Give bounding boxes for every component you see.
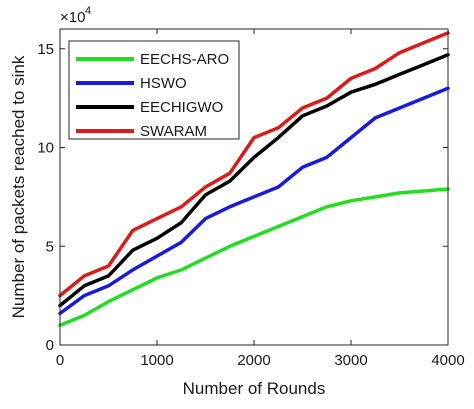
y-exponent: ×10 4: [60, 5, 91, 26]
x-axis-label: Number of Rounds: [183, 379, 326, 398]
x-tick-label: 1000: [140, 352, 173, 369]
y-tick-label: 5: [46, 238, 54, 255]
series-layer: [58, 31, 450, 328]
y-exponent-power: 4: [85, 5, 91, 17]
legend-label: HSWO: [140, 75, 187, 92]
x-tick-label: 3000: [334, 352, 367, 369]
x-tick-label: 2000: [237, 352, 270, 369]
series-line-eechigwo: [58, 52, 450, 308]
y-axis-label: Number of packets reached to sink: [9, 55, 28, 318]
y-tick-label: 10: [37, 140, 54, 157]
series-line-eechs-aro: [58, 187, 450, 328]
legend-label: SWARAM: [140, 123, 207, 140]
y-exponent-base: ×10: [60, 9, 85, 26]
legend: EECHS-ARO HSWO EECHIGWO SWARAM: [68, 40, 240, 140]
y-tick-label: 15: [37, 41, 54, 58]
x-tick-label: 0: [56, 352, 64, 369]
tick-layer: 0 1000 2000 3000 4000 0 5 10 15: [37, 29, 465, 369]
legend-label: EECHS-ARO: [140, 51, 229, 68]
legend-label: EECHIGWO: [140, 99, 223, 116]
series-line-swaram: [58, 31, 450, 298]
x-tick-label: 4000: [431, 352, 464, 369]
y-tick-label: 0: [46, 337, 54, 354]
series-line-hswo: [58, 86, 450, 316]
